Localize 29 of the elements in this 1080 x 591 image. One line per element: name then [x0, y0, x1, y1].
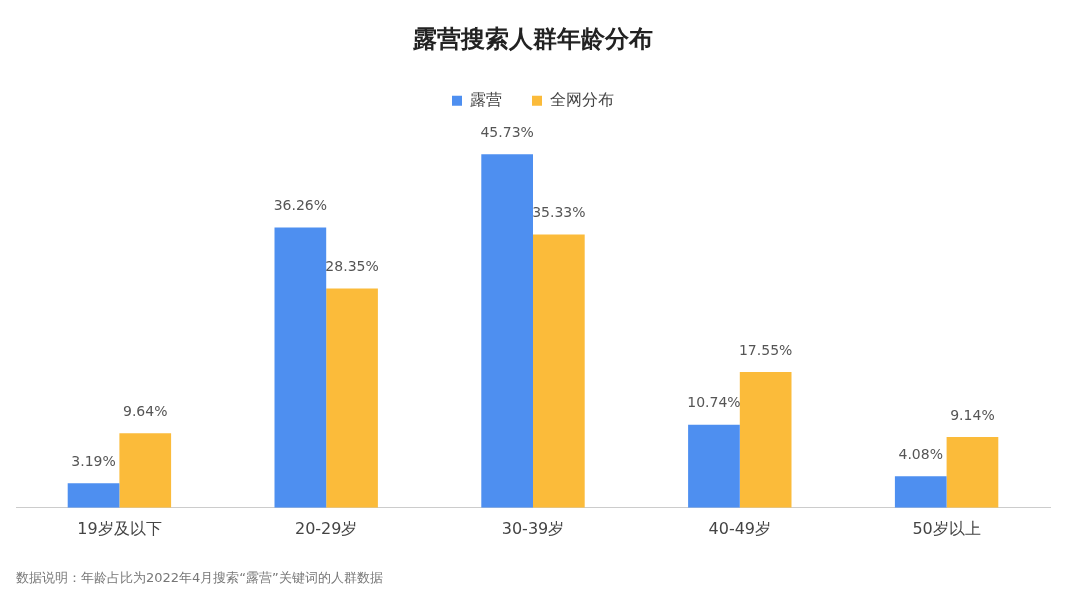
chart-title: 露营搜索人群年龄分布 — [412, 24, 653, 53]
data-label: 36.26% — [273, 197, 328, 214]
bar — [946, 437, 999, 508]
data-label: 35.33% — [532, 204, 586, 221]
bar — [894, 476, 947, 508]
x-tick-label: 40-49岁 — [708, 518, 772, 538]
text: 数据说明：年龄占比为2022年4月搜索“露营”关键词的人群数据 — [16, 569, 383, 585]
data-label: 17.55% — [738, 341, 793, 358]
x-tick-label: 50岁以上 — [912, 518, 981, 538]
x-tick-label: 20-29岁 — [294, 518, 358, 538]
bar — [739, 372, 792, 508]
bar — [274, 227, 327, 508]
data-label: 9.64% — [123, 402, 168, 419]
data-label: 28.35% — [325, 258, 379, 275]
bar — [67, 483, 120, 508]
data-label: 4.08% — [898, 445, 943, 462]
bar — [688, 424, 740, 508]
data-label: 9.14% — [950, 406, 995, 423]
bar — [326, 288, 378, 508]
x-tick-label: 19岁及以下 — [77, 518, 162, 538]
bar — [119, 433, 172, 508]
bar — [533, 234, 585, 508]
x-tick-label: 30-39岁 — [501, 518, 565, 538]
legend-label: 全网分布 — [550, 89, 614, 109]
data-label: 45.73% — [480, 123, 534, 140]
data-label: 3.19% — [71, 452, 116, 469]
bar — [481, 154, 533, 508]
data-label: 10.74% — [687, 394, 741, 411]
legend-label: 露营 — [470, 89, 502, 109]
